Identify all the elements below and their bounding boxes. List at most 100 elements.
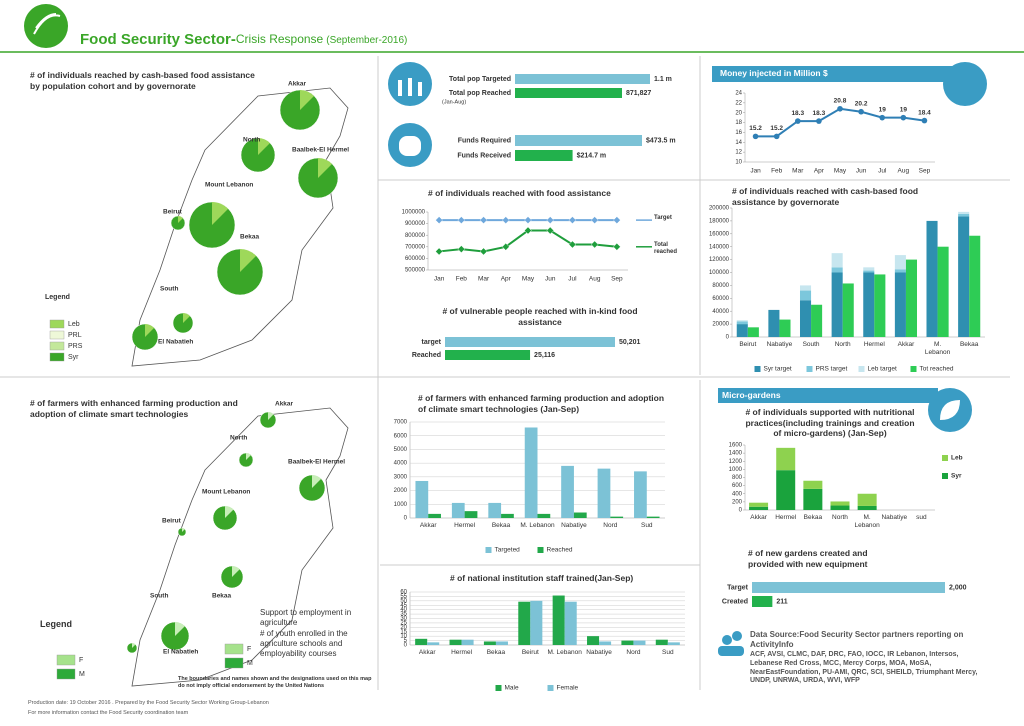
section-title: Micro-gardens: [722, 390, 781, 400]
chart-title: # of farmers with enhanced farming produ…: [418, 393, 665, 414]
legend-swatch: [910, 366, 917, 372]
marker: [613, 243, 621, 251]
map-title: # of farmers with enhanced farming produ…: [30, 398, 238, 419]
banner: [712, 66, 962, 82]
bar: [736, 320, 748, 322]
footer-line: Production date: 19 October 2016 . Prepa…: [28, 700, 269, 706]
logo-mark: [33, 13, 61, 35]
marker: [921, 117, 928, 124]
map-pie-slice: [246, 453, 251, 460]
y-tick-label: 600: [732, 483, 743, 489]
x-tick-label: Akkar: [897, 341, 915, 348]
disclaimer: The boundaries and names shown and the d…: [178, 676, 372, 689]
y-tick-label: 12: [735, 150, 742, 156]
y-tick-label: 24: [735, 91, 742, 97]
chart-title: # of new gardens created and provided wi…: [748, 548, 868, 569]
marker: [435, 247, 443, 256]
x-tick-label: Feb: [456, 276, 468, 283]
bar: [515, 88, 622, 98]
source-title: Data Source:Food Security Sector partner…: [750, 630, 964, 649]
y-tick-label: 40: [400, 607, 407, 613]
y-tick-label: 160000: [709, 231, 730, 237]
category-label: Target: [727, 584, 749, 591]
subtitle: Crisis Response: [236, 32, 324, 46]
category-label: target: [422, 339, 442, 346]
y-tick-label: 100000: [709, 270, 730, 276]
map-label: North: [243, 137, 260, 144]
chart-title: # of individuals reached with food assis…: [428, 188, 611, 198]
legend-label: PRL: [68, 332, 82, 339]
bar: [599, 641, 612, 645]
map-label: Akkar: [288, 81, 307, 88]
legend-swatch: [942, 473, 948, 479]
x-tick-label: Aug: [898, 168, 910, 175]
legend-label: Male: [505, 685, 519, 692]
x-tick-label: Bekaa: [486, 649, 506, 656]
map-label: North: [230, 435, 247, 442]
bar: [926, 220, 938, 337]
bar: [752, 596, 773, 607]
x-tick-label: M. Lebanon: [547, 649, 582, 656]
category-label: Reached: [412, 352, 441, 359]
marker: [501, 216, 510, 224]
title: Food Security Sector-: [80, 31, 236, 48]
marker: [794, 118, 801, 124]
x-tick-label: Nabatiye: [561, 522, 587, 529]
footer-line: For more information contact the Food Se…: [28, 710, 189, 716]
bar: [905, 259, 918, 337]
y-tick-label: 45: [400, 603, 407, 609]
chart-title: # of individuals supported with nutritio…: [745, 407, 915, 439]
bar: [573, 512, 587, 518]
y-tick-label: 16: [735, 130, 742, 136]
map-pie-slice: [232, 566, 240, 577]
bar: [587, 636, 600, 645]
bar: [749, 506, 769, 510]
legend-label: PRS target: [816, 366, 848, 373]
category-label: Funds Received: [457, 152, 511, 159]
bar: [747, 327, 759, 337]
y-tick-label: 35: [400, 612, 407, 618]
money-bag: [399, 136, 421, 156]
bar: [830, 505, 850, 510]
y-tick-label: 4000: [394, 461, 408, 467]
legend-swatch: [224, 657, 244, 669]
legend-swatch: [547, 685, 554, 691]
legend-swatch: [537, 547, 544, 553]
legend-label: Syr: [951, 473, 962, 480]
y-tick-label: 18: [735, 120, 742, 126]
bar: [937, 246, 949, 337]
y-tick-label: 50: [400, 598, 407, 604]
y-tick-label: 0: [404, 516, 408, 522]
marker: [457, 216, 466, 224]
x-tick-label: Bekaa: [803, 514, 823, 521]
marker: [546, 216, 555, 224]
x-tick-label: Jan: [434, 276, 445, 283]
bar: [776, 447, 796, 471]
data-label: 18.3: [813, 110, 826, 117]
bar: [831, 272, 843, 337]
x-tick-label: Beirut: [521, 649, 539, 656]
bar: [451, 502, 465, 518]
x-tick-label: sud: [916, 514, 927, 521]
y-tick-label: 2000: [394, 488, 408, 494]
value-label: 50,201: [619, 339, 641, 346]
x-tick-label: Sep: [611, 276, 623, 283]
map-label: Beirut: [163, 209, 183, 216]
bar: [655, 639, 668, 645]
chart-title: # of vulnerable people reached with in-k…: [442, 306, 638, 327]
x-tick-label: M. Lebanon: [924, 341, 951, 357]
y-tick-label: 22: [735, 100, 742, 106]
legend-swatch: [754, 366, 761, 372]
data-label: 19: [879, 106, 887, 113]
data-label: 19: [900, 106, 908, 113]
legend-swatch: [49, 330, 65, 340]
map-label: Bekaa: [212, 593, 232, 600]
legend-label: Total reached: [654, 241, 678, 256]
bar: [830, 501, 850, 506]
y-tick-label: 500000: [405, 268, 426, 274]
map-label: Mount Lebanon: [205, 182, 253, 189]
map-pie-slice: [175, 622, 185, 636]
x-tick-label: Bekaa: [959, 341, 979, 348]
x-tick-label: Akkar: [750, 514, 767, 521]
